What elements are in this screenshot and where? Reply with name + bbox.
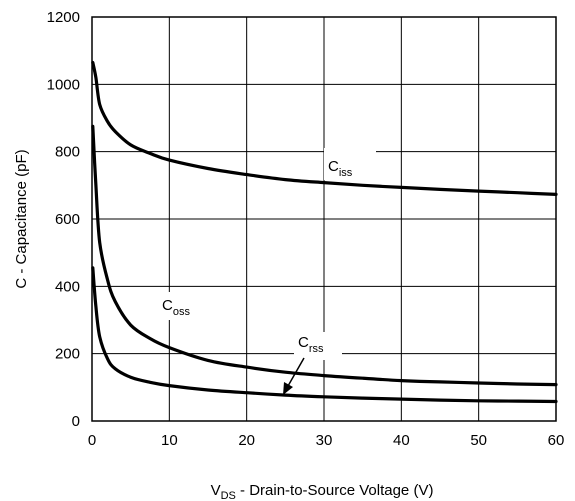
series-line-Ciss (91, 60, 558, 196)
x-tick-label: 0 (88, 432, 96, 449)
crss-label: Crss (298, 334, 324, 355)
x-tick-label: 10 (161, 432, 178, 449)
x-tick-label: 40 (393, 432, 410, 449)
series-line-Coss (91, 124, 558, 387)
x-axis-title: VDS - Drain-to-Source Voltage (V) (211, 482, 434, 501)
y-tick-label: 600 (55, 211, 80, 228)
y-tick-label: 1200 (47, 9, 80, 26)
x-tick-label: 20 (238, 432, 255, 449)
grid-lines (92, 17, 556, 421)
y-tick-label: 400 (55, 278, 80, 295)
crss-arrow-head (283, 382, 293, 395)
y-tick-label: 0 (72, 413, 80, 430)
coss-label: Coss (162, 297, 190, 318)
y-tick-label: 1000 (47, 76, 80, 93)
x-tick-label: 50 (470, 432, 487, 449)
coss-label-background (158, 292, 206, 320)
crss-label-background (294, 332, 342, 360)
y-tick-label: 800 (55, 144, 80, 161)
crss-arrow-line (287, 357, 305, 387)
ciss-label: Ciss (328, 158, 353, 179)
series-curves (91, 60, 558, 404)
x-tick-label: 60 (548, 432, 565, 449)
plot-frame (91, 16, 557, 422)
x-tick-label: 30 (316, 432, 333, 449)
series-line-Crss (91, 266, 558, 404)
ciss-label-background (324, 148, 376, 180)
y-axis-title: C - Capacitance (pF) (13, 149, 30, 288)
y-tick-label: 200 (55, 346, 80, 363)
